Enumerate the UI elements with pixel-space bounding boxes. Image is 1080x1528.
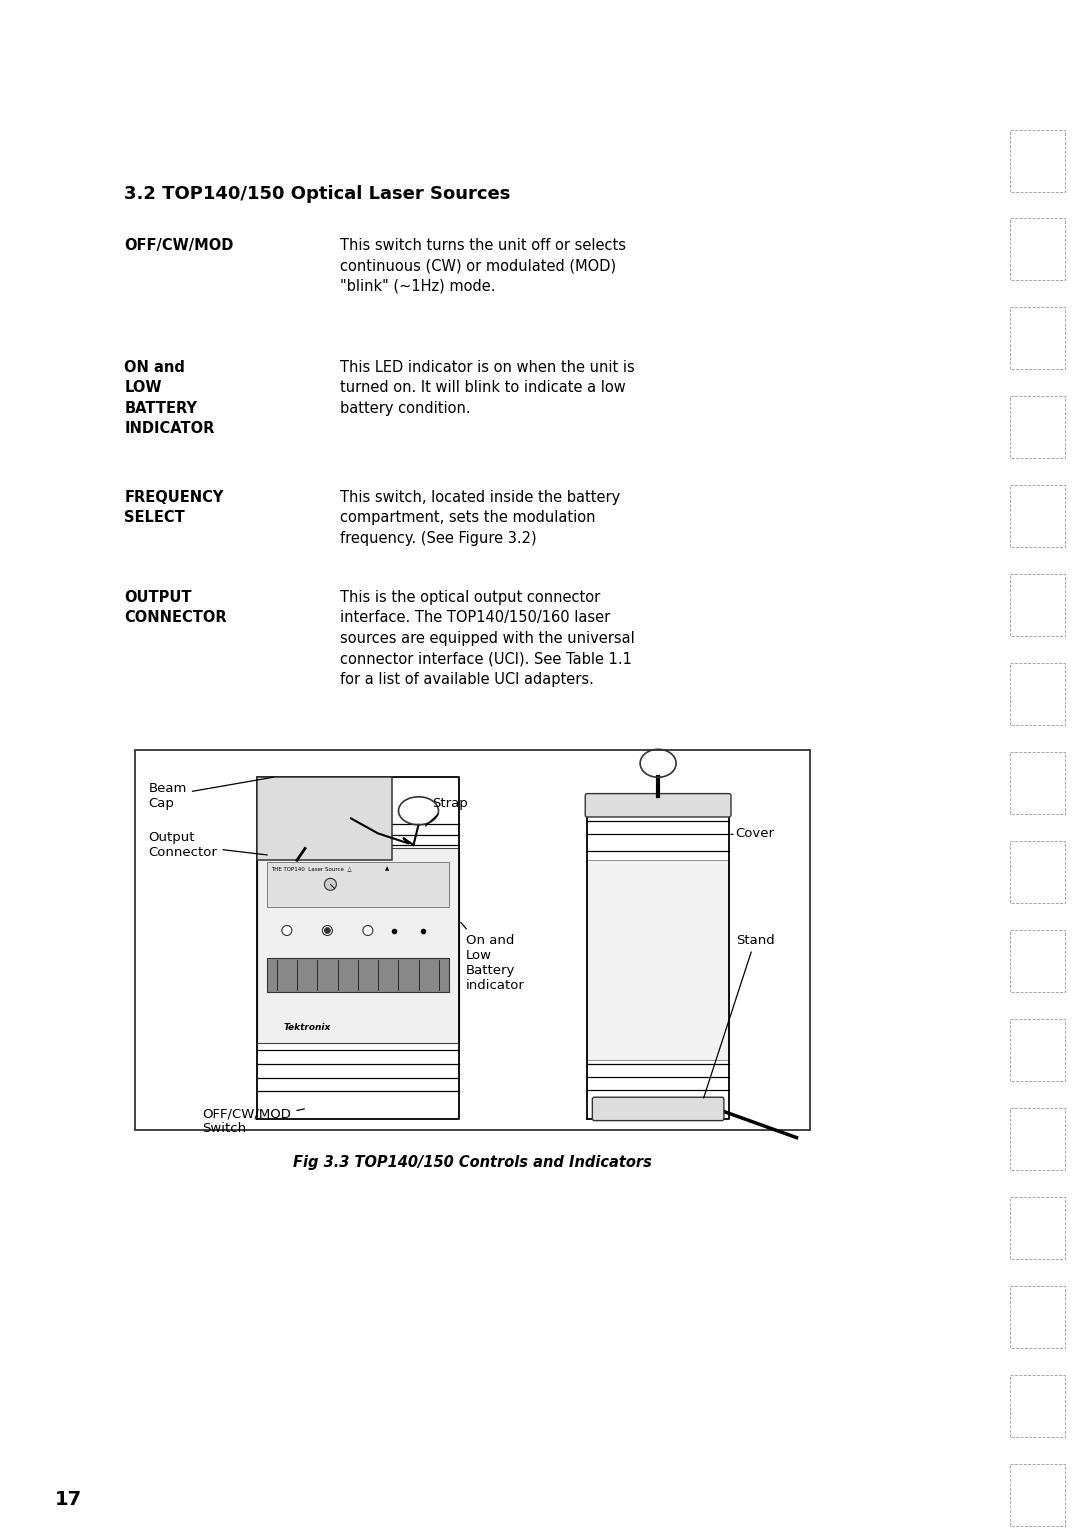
Bar bbox=[257, 776, 391, 860]
Text: This switch, located inside the battery
compartment, sets the modulation
frequen: This switch, located inside the battery … bbox=[340, 490, 620, 545]
Text: 17: 17 bbox=[55, 1490, 82, 1510]
Text: This LED indicator is on when the unit is
turned on. It will blink to indicate a: This LED indicator is on when the unit i… bbox=[340, 361, 635, 416]
Bar bbox=[1010, 1019, 1065, 1080]
Text: Output
Connector: Output Connector bbox=[149, 831, 267, 859]
Text: OFF/CW/MOD: OFF/CW/MOD bbox=[124, 238, 233, 254]
Bar bbox=[267, 958, 449, 992]
Text: This switch turns the unit off or selects
continuous (CW) or modulated (MOD)
"bl: This switch turns the unit off or select… bbox=[340, 238, 626, 293]
Bar bbox=[1010, 1108, 1065, 1170]
Bar bbox=[1010, 663, 1065, 724]
Text: OUTPUT
CONNECTOR: OUTPUT CONNECTOR bbox=[124, 590, 227, 625]
Text: Beam
Cap: Beam Cap bbox=[149, 778, 274, 810]
Circle shape bbox=[282, 926, 292, 935]
Bar bbox=[1010, 1287, 1065, 1348]
Text: Stand: Stand bbox=[703, 934, 774, 1099]
Bar bbox=[1010, 1375, 1065, 1436]
FancyBboxPatch shape bbox=[585, 793, 731, 817]
Bar bbox=[1010, 575, 1065, 636]
Text: 3.2 TOP140/150 Optical Laser Sources: 3.2 TOP140/150 Optical Laser Sources bbox=[124, 185, 511, 203]
Text: Tektronix: Tektronix bbox=[283, 1022, 330, 1031]
Text: Strap: Strap bbox=[426, 796, 468, 827]
FancyBboxPatch shape bbox=[592, 1097, 724, 1120]
Bar bbox=[1010, 1196, 1065, 1259]
Text: ▲: ▲ bbox=[386, 866, 389, 871]
Circle shape bbox=[324, 927, 330, 934]
Bar bbox=[1010, 1464, 1065, 1526]
Text: This is the optical output connector
interface. The TOP140/150/160 laser
sources: This is the optical output connector int… bbox=[340, 590, 635, 686]
Text: FREQUENCY
SELECT: FREQUENCY SELECT bbox=[124, 490, 224, 526]
Bar bbox=[1010, 752, 1065, 814]
Bar bbox=[1010, 396, 1065, 458]
Text: Fig 3.3 TOP140/150 Controls and Indicators: Fig 3.3 TOP140/150 Controls and Indicato… bbox=[293, 1155, 652, 1170]
Bar bbox=[1010, 931, 1065, 992]
Bar bbox=[267, 862, 449, 906]
Circle shape bbox=[324, 879, 336, 891]
Text: THE TOP140  Laser Source  △: THE TOP140 Laser Source △ bbox=[271, 866, 351, 871]
Text: ON and
LOW
BATTERY
INDICATOR: ON and LOW BATTERY INDICATOR bbox=[124, 361, 215, 435]
Bar bbox=[257, 848, 459, 1044]
Bar bbox=[1010, 484, 1065, 547]
Text: On and
Low
Battery
indicator: On and Low Battery indicator bbox=[461, 923, 525, 992]
Circle shape bbox=[363, 926, 373, 935]
Bar bbox=[1010, 130, 1065, 193]
Bar bbox=[1010, 219, 1065, 280]
Bar bbox=[1010, 840, 1065, 903]
Text: OFF/CW/MOD
Switch: OFF/CW/MOD Switch bbox=[203, 1108, 305, 1135]
Bar bbox=[588, 860, 729, 1060]
Bar bbox=[1010, 307, 1065, 368]
Circle shape bbox=[322, 926, 333, 935]
Bar bbox=[135, 750, 810, 1131]
Text: Cover: Cover bbox=[731, 827, 774, 840]
